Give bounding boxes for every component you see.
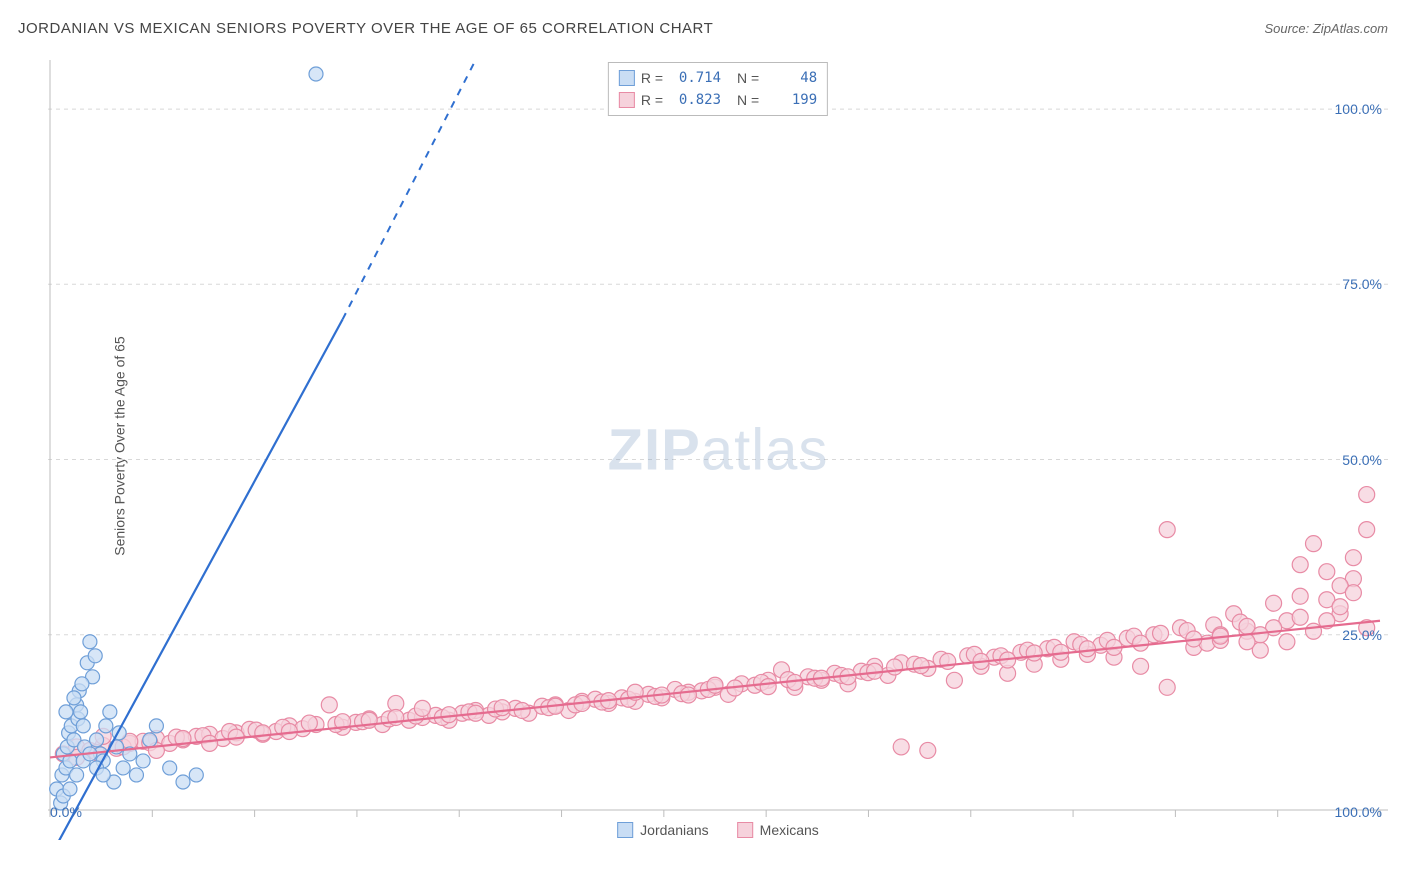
- y-tick-label: 100.0%: [1335, 101, 1382, 117]
- legend-item-mexicans: Mexicans: [737, 822, 819, 838]
- y-tick-label: 25.0%: [1342, 627, 1382, 643]
- source-attribution: Source: ZipAtlas.com: [1264, 21, 1388, 36]
- series-legend: Jordanians Mexicans: [617, 822, 819, 838]
- chart-title: JORDANIAN VS MEXICAN SENIORS POVERTY OVE…: [18, 20, 713, 37]
- x-axis-min-label: 0.0%: [50, 804, 82, 820]
- swatch-icon: [737, 822, 753, 838]
- swatch-jordanians: [619, 70, 635, 86]
- legend-item-jordanians: Jordanians: [617, 822, 709, 838]
- x-axis-max-label: 100.0%: [1335, 804, 1382, 820]
- scatter-plot: [48, 60, 1388, 840]
- legend-row-jordanians: R = 0.714 N = 48: [619, 67, 817, 89]
- swatch-mexicans: [619, 92, 635, 108]
- chart-area: ZIPatlas R = 0.714 N = 48 R = 0.823 N = …: [48, 60, 1388, 840]
- correlation-legend: R = 0.714 N = 48 R = 0.823 N = 199: [608, 62, 828, 116]
- y-tick-label: 75.0%: [1342, 276, 1382, 292]
- n-value-jordanians: 48: [765, 67, 817, 89]
- r-value-jordanians: 0.714: [669, 67, 721, 89]
- legend-row-mexicans: R = 0.823 N = 199: [619, 89, 817, 111]
- r-value-mexicans: 0.823: [669, 89, 721, 111]
- swatch-icon: [617, 822, 633, 838]
- n-value-mexicans: 199: [765, 89, 817, 111]
- y-tick-label: 50.0%: [1342, 452, 1382, 468]
